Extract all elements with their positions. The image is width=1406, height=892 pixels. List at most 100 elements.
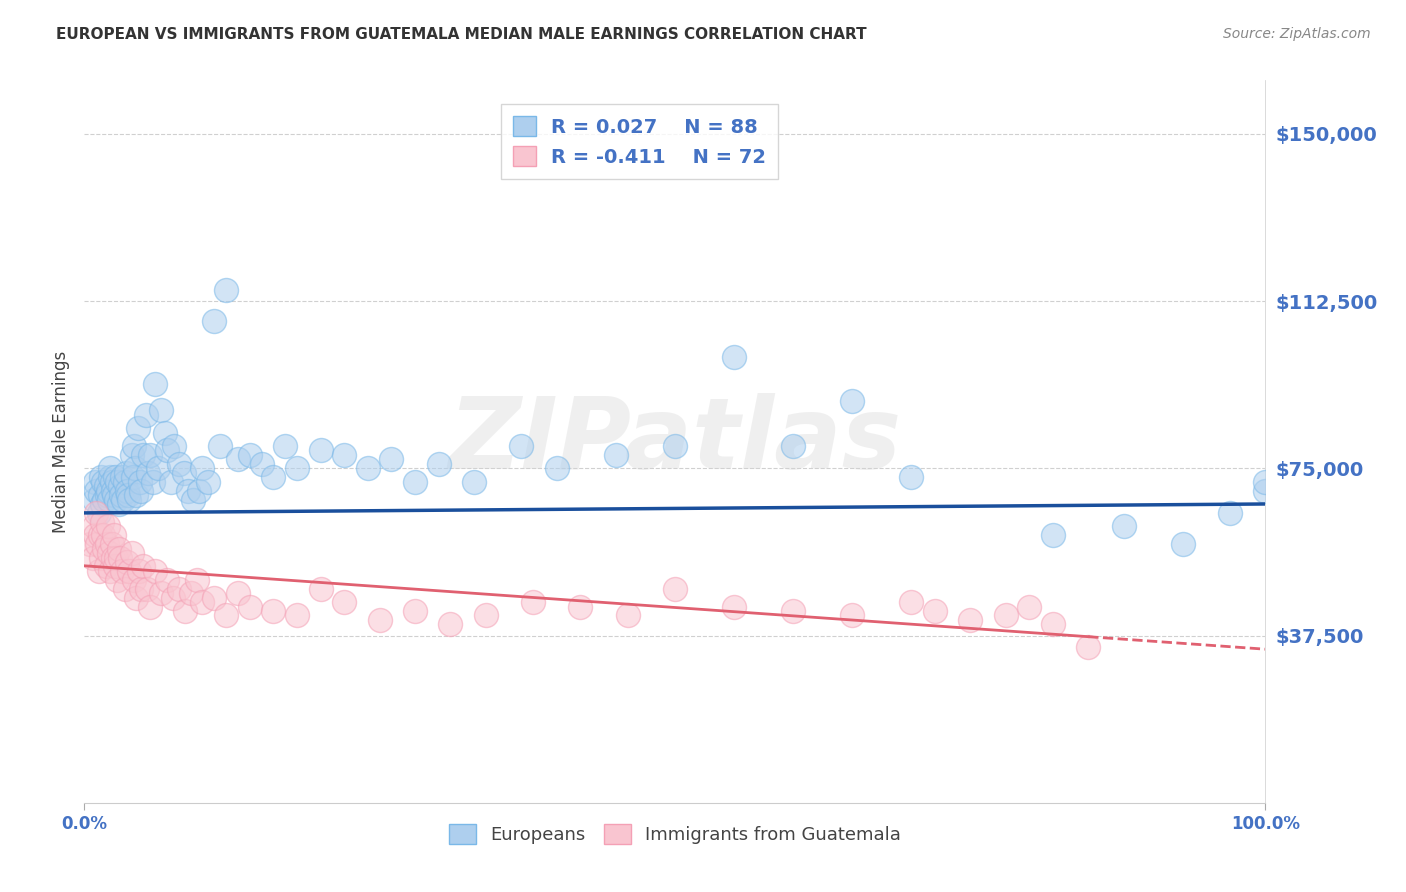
Point bbox=[1112, 519, 1135, 533]
Point bbox=[104, 470, 127, 484]
Point bbox=[83, 492, 105, 507]
Point bbox=[959, 613, 981, 627]
Point bbox=[1077, 640, 1099, 654]
Point bbox=[404, 604, 426, 618]
Point bbox=[90, 550, 112, 565]
Point bbox=[98, 461, 121, 475]
Point bbox=[143, 376, 166, 391]
Point bbox=[108, 479, 131, 493]
Point bbox=[84, 475, 107, 489]
Point bbox=[186, 573, 208, 587]
Point bbox=[139, 599, 162, 614]
Point bbox=[150, 403, 173, 417]
Point bbox=[94, 559, 117, 574]
Point bbox=[96, 537, 118, 551]
Point bbox=[274, 439, 297, 453]
Point bbox=[285, 608, 308, 623]
Point bbox=[841, 608, 863, 623]
Point bbox=[132, 448, 155, 462]
Point bbox=[84, 483, 107, 498]
Point bbox=[309, 582, 332, 596]
Point bbox=[900, 470, 922, 484]
Point bbox=[87, 564, 110, 578]
Point bbox=[84, 528, 107, 542]
Point bbox=[209, 439, 232, 453]
Point bbox=[107, 541, 129, 556]
Point bbox=[439, 617, 461, 632]
Point bbox=[82, 550, 104, 565]
Point bbox=[98, 470, 121, 484]
Point bbox=[187, 483, 209, 498]
Point bbox=[215, 608, 238, 623]
Point bbox=[121, 448, 143, 462]
Point bbox=[121, 470, 143, 484]
Point bbox=[150, 586, 173, 600]
Point bbox=[115, 483, 138, 498]
Point bbox=[128, 475, 150, 489]
Point bbox=[475, 608, 498, 623]
Point bbox=[1219, 506, 1241, 520]
Point bbox=[1254, 483, 1277, 498]
Point bbox=[723, 599, 745, 614]
Point bbox=[118, 492, 141, 507]
Point bbox=[100, 537, 122, 551]
Point bbox=[262, 470, 284, 484]
Point bbox=[104, 559, 127, 574]
Point bbox=[226, 586, 249, 600]
Point bbox=[139, 448, 162, 462]
Point bbox=[90, 470, 112, 484]
Point bbox=[129, 483, 152, 498]
Point bbox=[125, 488, 148, 502]
Point bbox=[93, 492, 115, 507]
Point bbox=[167, 582, 190, 596]
Point bbox=[143, 564, 166, 578]
Point bbox=[664, 439, 686, 453]
Point bbox=[125, 591, 148, 605]
Point bbox=[103, 528, 125, 542]
Point bbox=[91, 497, 114, 511]
Point bbox=[115, 555, 138, 569]
Point bbox=[107, 497, 129, 511]
Point bbox=[136, 466, 159, 480]
Point bbox=[97, 483, 120, 498]
Point bbox=[167, 457, 190, 471]
Point bbox=[105, 550, 128, 565]
Point bbox=[112, 492, 135, 507]
Point bbox=[101, 550, 124, 565]
Y-axis label: Median Male Earnings: Median Male Earnings bbox=[52, 351, 70, 533]
Point bbox=[522, 595, 544, 609]
Point bbox=[153, 425, 176, 440]
Point bbox=[156, 573, 179, 587]
Point bbox=[404, 475, 426, 489]
Point bbox=[1254, 475, 1277, 489]
Point bbox=[89, 528, 111, 542]
Point bbox=[91, 515, 114, 529]
Point bbox=[202, 314, 225, 328]
Point bbox=[427, 457, 450, 471]
Point bbox=[124, 461, 146, 475]
Point bbox=[333, 448, 356, 462]
Point bbox=[111, 564, 134, 578]
Point bbox=[107, 573, 129, 587]
Point bbox=[79, 537, 101, 551]
Point bbox=[309, 443, 332, 458]
Point bbox=[262, 604, 284, 618]
Point bbox=[197, 475, 219, 489]
Point bbox=[114, 466, 136, 480]
Point bbox=[108, 550, 131, 565]
Point bbox=[782, 604, 804, 618]
Point bbox=[89, 488, 111, 502]
Point bbox=[129, 582, 152, 596]
Point bbox=[96, 488, 118, 502]
Point bbox=[616, 608, 638, 623]
Point bbox=[380, 452, 402, 467]
Point bbox=[93, 541, 115, 556]
Point bbox=[191, 461, 214, 475]
Point bbox=[101, 483, 124, 498]
Point bbox=[87, 506, 110, 520]
Point bbox=[100, 475, 122, 489]
Point bbox=[664, 582, 686, 596]
Point bbox=[103, 488, 125, 502]
Point bbox=[226, 452, 249, 467]
Point bbox=[136, 582, 159, 596]
